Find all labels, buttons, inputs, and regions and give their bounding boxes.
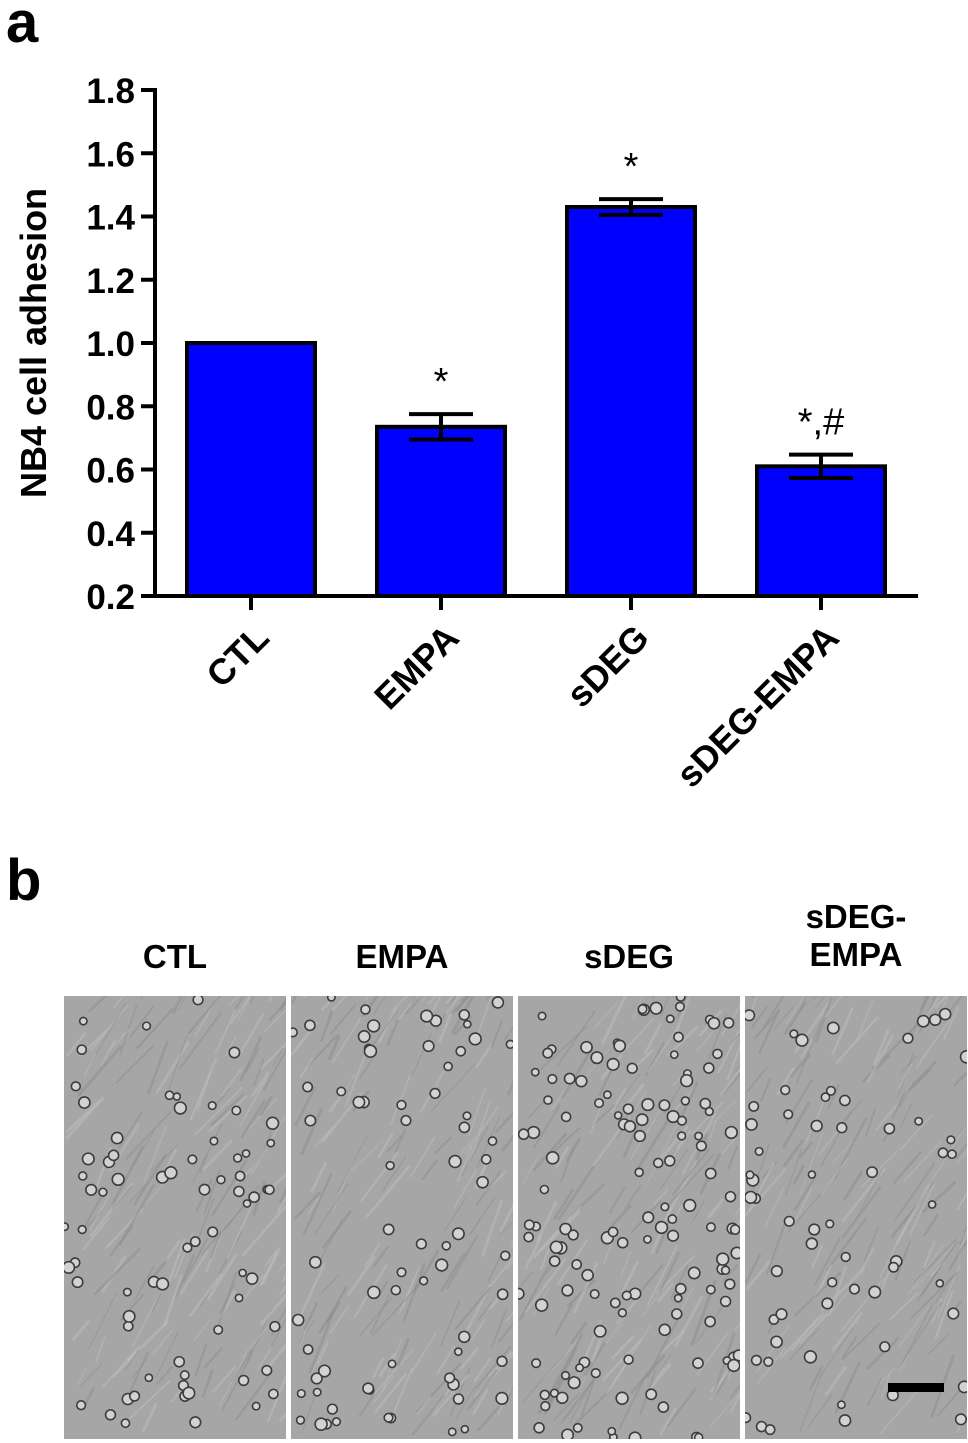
y-tick-label: 1.0 bbox=[86, 325, 135, 364]
bar-sdeg bbox=[565, 205, 697, 598]
scale-bar bbox=[888, 1383, 944, 1392]
panel-letter-b: b bbox=[6, 848, 42, 913]
bar-empa bbox=[375, 424, 507, 598]
significance-marker: * bbox=[624, 146, 639, 188]
micrograph-image bbox=[745, 996, 967, 1439]
micrograph-panel bbox=[518, 996, 740, 1439]
error-bar bbox=[409, 412, 473, 442]
y-tick-label: 0.4 bbox=[86, 515, 135, 554]
micrograph-label: sDEG- EMPA bbox=[805, 898, 907, 973]
y-tick-label: 1.4 bbox=[86, 199, 135, 238]
y-tick-label: 1.8 bbox=[86, 72, 135, 111]
y-tick-label: 1.2 bbox=[86, 262, 135, 301]
bar-sdeg-empa bbox=[755, 464, 887, 598]
error-bar bbox=[789, 452, 853, 481]
y-tick-label: 1.6 bbox=[86, 135, 135, 174]
micrograph-image bbox=[291, 996, 513, 1439]
bar-ctl bbox=[185, 341, 317, 598]
micrograph-label: CTL bbox=[142, 938, 208, 975]
micrograph-label: sDEG bbox=[584, 938, 674, 975]
y-tick-label: 0.6 bbox=[86, 452, 135, 491]
micrograph-image bbox=[64, 996, 286, 1439]
y-axis-label: NB4 cell adhesion bbox=[13, 188, 54, 498]
bar-chart: 0.2 0.4 0.6 0.8 1.0 1.2 1.4 1.6 1.8 CTL EMPA sDEG sD… bbox=[13, 72, 918, 795]
x-tick-label: EMPA bbox=[366, 617, 467, 718]
error-bar bbox=[599, 197, 663, 217]
x-tick-label: sDEG-EMPA bbox=[668, 617, 846, 795]
x-tick-label: CTL bbox=[198, 617, 276, 695]
micrograph-panel bbox=[745, 996, 967, 1439]
y-tick-label: 0.8 bbox=[86, 388, 135, 427]
significance-marker: * bbox=[434, 361, 449, 403]
micrograph-label: EMPA bbox=[355, 938, 449, 975]
micrograph-panel bbox=[64, 996, 286, 1439]
chart-bars: * * *,# bbox=[185, 146, 887, 598]
y-tick-label: 0.2 bbox=[86, 578, 135, 617]
panel-letter-a: a bbox=[6, 0, 39, 55]
micrograph-image bbox=[518, 996, 740, 1439]
significance-marker: *,# bbox=[798, 402, 844, 444]
micrograph-panel bbox=[291, 996, 513, 1439]
x-tick-label: sDEG bbox=[558, 617, 656, 715]
